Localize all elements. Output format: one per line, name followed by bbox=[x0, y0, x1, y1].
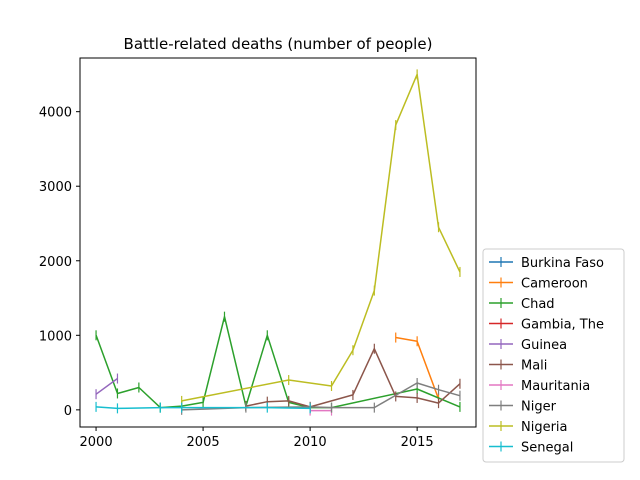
legend-item: Niger bbox=[489, 400, 557, 415]
x-tick-label: 2015 bbox=[401, 435, 434, 450]
series-line-guinea bbox=[95, 377, 118, 395]
x-tick-label: 2000 bbox=[80, 435, 113, 450]
series-senegal bbox=[95, 401, 311, 414]
legend-label: Burkina Faso bbox=[521, 256, 604, 271]
legend-label: Gambia, The bbox=[521, 318, 604, 333]
x-tick-label: 2010 bbox=[294, 435, 327, 450]
legend: Burkina Faso Cameroon Chad Gambia, The Guine… bbox=[482, 248, 625, 463]
y-tick-label: 4000 bbox=[39, 106, 72, 121]
legend-label: Nigeria bbox=[521, 420, 568, 435]
axes-frame bbox=[79, 57, 477, 428]
y-tick-label: 3000 bbox=[39, 180, 72, 195]
legend-item: Mauritania bbox=[489, 379, 590, 394]
y-tick-label: 1000 bbox=[39, 329, 72, 344]
axes-layer: 2000 2005 2010 2015 0 1000 2000 3000 4000 bbox=[39, 57, 477, 450]
legend-label: Guinea bbox=[521, 338, 567, 353]
legend-label: Mali bbox=[521, 359, 547, 374]
plot-area bbox=[80, 58, 476, 427]
legend-box bbox=[482, 248, 625, 463]
series-line-senegal bbox=[96, 406, 311, 410]
legend-label: Niger bbox=[521, 400, 557, 415]
chart-title: Battle-related deaths (number of people) bbox=[124, 35, 433, 53]
y-tick-label: 0 bbox=[64, 404, 72, 419]
legend-label: Cameroon bbox=[521, 277, 588, 292]
legend-item: Senegal bbox=[489, 441, 573, 456]
legend-item: Nigeria bbox=[489, 420, 568, 435]
legend-label: Senegal bbox=[521, 441, 573, 456]
legend-item: Burkina Faso bbox=[489, 256, 604, 271]
legend-item: Chad bbox=[489, 297, 555, 312]
y-tick-label: 2000 bbox=[39, 255, 72, 270]
legend-item: Guinea bbox=[489, 338, 567, 353]
series-line-mali bbox=[245, 347, 461, 408]
legend-item: Gambia, The bbox=[489, 318, 604, 333]
legend-item: Cameroon bbox=[489, 277, 588, 292]
series-layer bbox=[95, 69, 461, 416]
legend-item: Mali bbox=[489, 359, 547, 374]
legend-label: Mauritania bbox=[521, 379, 590, 394]
series-guinea bbox=[95, 373, 119, 400]
x-tick-label: 2005 bbox=[187, 435, 220, 450]
legend-label: Chad bbox=[521, 297, 555, 312]
